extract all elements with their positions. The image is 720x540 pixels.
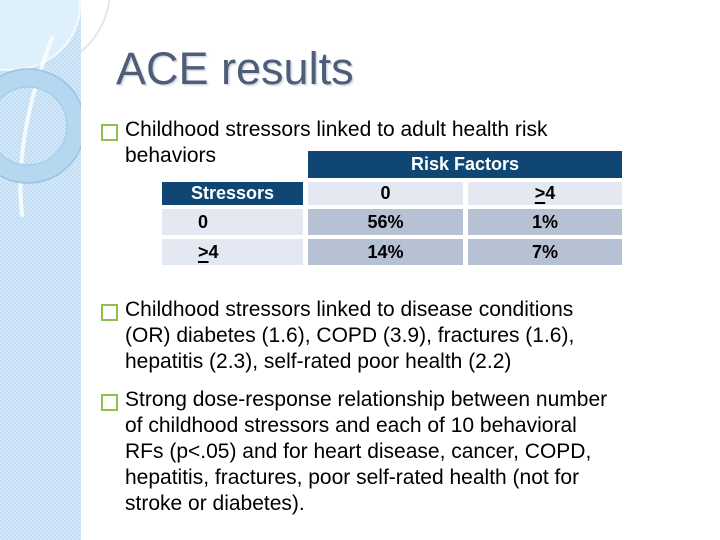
sidebar-circles-icon — [0, 0, 111, 217]
bullet-text-line: behaviors — [125, 144, 217, 167]
risk-factors-table: Risk Factors Stressors 0 >4 0 56% 1% >4 … — [162, 151, 622, 265]
gte-sign: > — [534, 183, 546, 203]
bullet-text-line: hepatitis (2.3), self-rated poor health … — [125, 350, 512, 373]
bullet-text-line: Strong dose-response relationship betwee… — [125, 388, 608, 411]
table-cell-zero-four: 1% — [468, 209, 622, 235]
table-row-label-zero: 0 — [162, 209, 303, 235]
bullet-text-line: (OR) diabetes (1.6), COPD (3.9), fractur… — [125, 324, 575, 347]
bullet-text-line: of childhood stressors and each of 10 be… — [125, 414, 577, 437]
bullet-square-icon — [101, 304, 118, 321]
bullet-item-dose-response: Strong dose-response relationship betwee… — [101, 387, 607, 517]
bullet-square-icon — [101, 394, 118, 411]
ring-inner-edge-icon — [0, 86, 68, 166]
table-row-label-gte4: >4 — [162, 239, 303, 265]
bullet-text-line: hepatitis, fractures, poor self-rated he… — [125, 466, 580, 489]
bullet-text-line: stroke or diabetes). — [125, 492, 305, 515]
page-title: ACE results — [116, 43, 354, 94]
gte-num: 4 — [208, 241, 219, 262]
table-cell-zero-zero: 56% — [308, 209, 463, 235]
bullet-item-disease-conditions: Childhood stressors linked to disease co… — [101, 297, 574, 375]
table-row-axis-cell: Stressors — [162, 182, 303, 205]
sidebar-decoration — [0, 0, 111, 540]
white-curve-icon — [18, 36, 54, 217]
table-col-header-gte4: >4 — [468, 182, 622, 205]
bullet-text: Strong dose-response relationship betwee… — [125, 387, 607, 517]
table-cell-four-zero: 14% — [308, 239, 463, 265]
bullet-text: Childhood stressors linked to adult heal… — [125, 117, 548, 169]
table-cell-four-four: 7% — [468, 239, 622, 265]
bullet-square-icon — [101, 124, 118, 141]
gte-sign: > — [198, 241, 209, 262]
bullet-text-line: RFs (p<.05) and for heart disease, cance… — [125, 440, 592, 463]
light-ellipse-icon — [0, 0, 81, 71]
bullet-text-line: Childhood stressors linked to disease co… — [125, 298, 574, 321]
ring-icon — [0, 69, 81, 183]
table-title-cell: Risk Factors — [308, 151, 622, 178]
bullet-item-behaviors: Childhood stressors linked to adult heal… — [101, 117, 548, 169]
ring-outer-edge-icon — [0, 68, 81, 184]
table-empty-corner — [162, 151, 303, 178]
gte-num: 4 — [545, 183, 556, 203]
bullet-text-line: Childhood stressors linked to adult heal… — [125, 118, 548, 141]
bullet-text: Childhood stressors linked to disease co… — [125, 297, 574, 375]
table-col-header-zero: 0 — [308, 182, 463, 205]
